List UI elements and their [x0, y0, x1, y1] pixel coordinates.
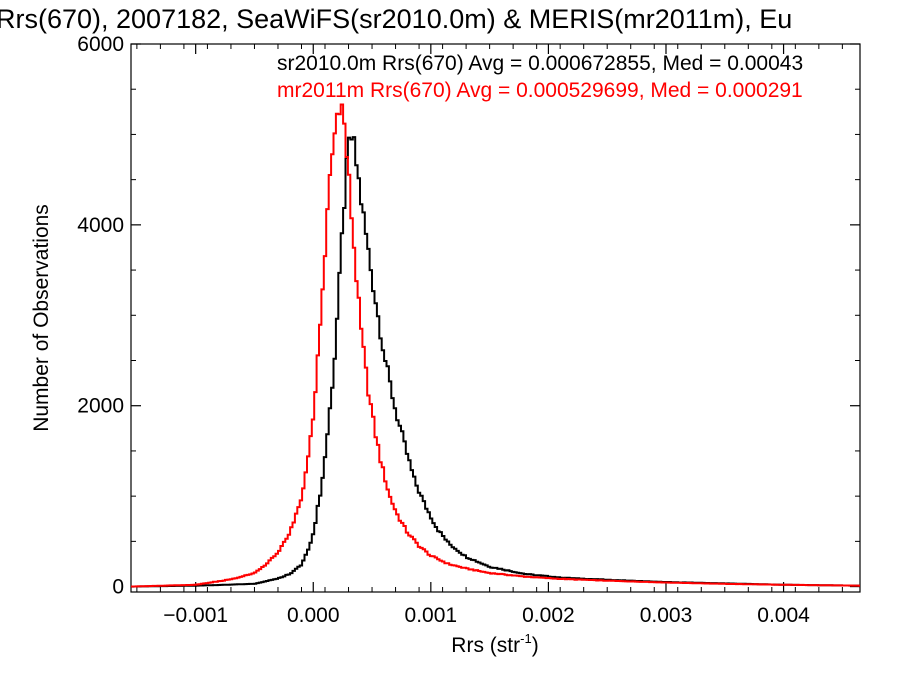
- y-tick-label: 6000: [77, 33, 124, 56]
- x-tick-label: −0.001: [163, 604, 228, 627]
- x-tick-label: 0.003: [640, 604, 693, 627]
- y-tick-label: 4000: [77, 214, 124, 237]
- y-axis-label: Number of Observations: [30, 204, 53, 432]
- y-tick-label: 0: [112, 576, 124, 599]
- x-tick-label: 0.004: [757, 604, 810, 627]
- series-stat-sr2010: sr2010.0m Rrs(670) Avg = 0.000672855, Me…: [277, 52, 803, 75]
- series-line-sr2010.0m: [131, 136, 860, 588]
- plot-frame: [130, 43, 861, 593]
- y-axis-ticks: 0 2000 4000 6000: [77, 33, 860, 599]
- x-axis-label: Rrs (str-1): [451, 631, 538, 657]
- x-tick-label: 0.000: [287, 604, 340, 627]
- y-tick-label: 2000: [77, 395, 124, 418]
- series-line-mr2011m: [131, 103, 860, 588]
- series-stat-mr2011: mr2011m Rrs(670) Avg = 0.000529699, Med …: [277, 79, 803, 102]
- x-axis-ticks: −0.001 0.000 0.001 0.002 0.003 0.004: [136, 44, 843, 627]
- x-tick-label: 0.001: [405, 604, 458, 627]
- chart-title: Rrs(670), 2007182, SeaWiFS(sr2010.0m) & …: [0, 4, 792, 34]
- x-tick-label: 0.002: [522, 604, 575, 627]
- series-layer: [131, 103, 860, 588]
